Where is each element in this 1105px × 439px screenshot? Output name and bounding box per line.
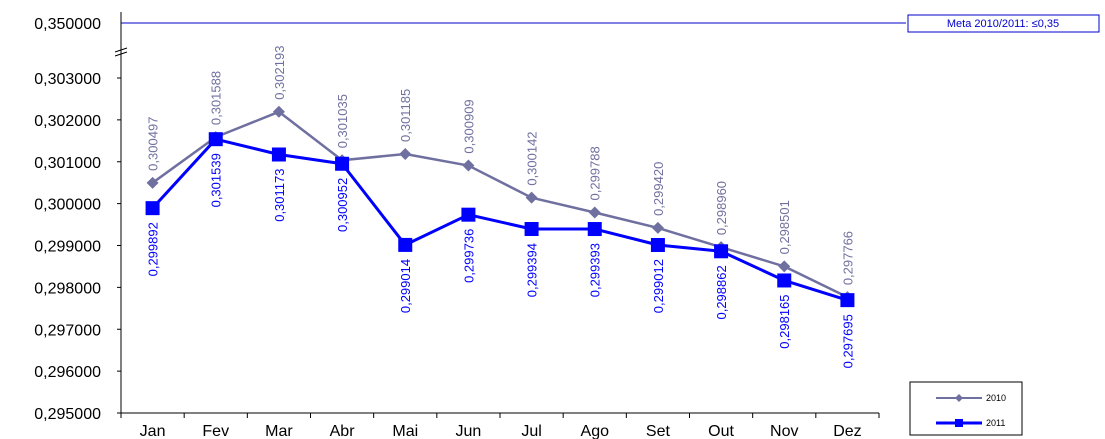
data-label-2011-out: 0,298862 (714, 265, 729, 319)
series-line-2011 (151, 137, 848, 302)
data-label-2011-ago: 0,299393 (588, 243, 603, 297)
x-tick-label-mar: Mar (265, 423, 293, 439)
data-label-2011-jul: 0,299394 (525, 243, 540, 297)
data-label-2011-abr: 0,300952 (335, 178, 350, 232)
data-point-2011-jul (524, 222, 539, 237)
data-point-2011-jan (145, 201, 160, 216)
series-group (145, 105, 855, 308)
data-label-2011-fev: 0,301539 (209, 153, 224, 207)
data-point-2010-mai (399, 148, 412, 161)
data-label-2010-mai: 0,301185 (398, 89, 413, 142)
data-point-2010-mar (272, 105, 285, 118)
x-tick-label-abr: Abr (330, 423, 356, 439)
target-label-box (907, 14, 1100, 33)
data-point-2011-mar (271, 147, 286, 162)
y-tick-label-target: 0,350000 (34, 16, 101, 33)
x-tick-label-mai: Mai (392, 423, 418, 439)
data-point-2010-set (651, 221, 664, 234)
data-point-2011-nov (777, 273, 792, 288)
data-point-2010-jul (525, 191, 538, 204)
y-tick-label: 0,297000 (34, 322, 101, 339)
axis-break-mark (114, 51, 128, 57)
x-tick-label-out: Out (708, 423, 734, 439)
data-label-2010-fev: 0,301588 (209, 71, 224, 125)
data-point-2010-nov (778, 260, 791, 273)
data-label-2010-jul: 0,300142 (525, 131, 540, 185)
data-label-2010-set: 0,299420 (651, 162, 666, 216)
x-tick-label-nov: Nov (770, 423, 798, 439)
target-label: Meta 2010/2011: ≤0,35 (947, 18, 1059, 30)
data-label-2010-abr: 0,301035 (335, 94, 350, 148)
y-tick-label: 0,302000 (34, 113, 101, 130)
series-line-2010 (151, 110, 848, 299)
data-point-2011-abr (335, 156, 350, 171)
data-label-2011-mar: 0,301173 (272, 169, 287, 222)
data-label-2010-ago: 0,299788 (588, 146, 603, 200)
x-tick-label-jan: Jan (140, 423, 166, 439)
x-tick-label-set: Set (646, 423, 671, 439)
data-label-2011-jun: 0,299736 (461, 229, 476, 283)
data-point-2011-ago (587, 222, 602, 237)
data-labels: 0,300497 0,301588 0,302193 0,301035 0,301185… (146, 46, 856, 369)
legend-label-2010: 2010 (986, 393, 1006, 403)
x-tick-label-jun: Jun (456, 423, 482, 439)
y-tick-label: 0,296000 (34, 364, 101, 381)
data-label-2010-nov: 0,298501 (777, 200, 792, 254)
data-label-2011-jan: 0,299892 (146, 222, 161, 276)
x-axis-ticks: Jan Fev Mar Abr Mai Jun Jul Ago Set Out Nov Dez (120, 413, 880, 439)
x-tick-label-dez: Dez (833, 423, 861, 439)
y-tick-label: 0,295000 (34, 406, 101, 423)
data-point-2011-mai (398, 237, 413, 252)
y-tick-label: 0,299000 (34, 239, 101, 256)
data-label-2010-mar: 0,302193 (272, 46, 287, 100)
legend-box (909, 381, 1023, 436)
y-tick-label: 0,301000 (34, 155, 101, 172)
axis-break-mark (114, 47, 128, 53)
data-label-2010-jan: 0,300497 (146, 117, 161, 171)
data-label-2011-nov: 0,298165 (777, 294, 792, 348)
data-point-2011-out (714, 244, 729, 259)
y-tick-label: 0,298000 (34, 280, 101, 297)
data-label-2010-out: 0,298960 (714, 181, 729, 235)
data-label-2011-dez: 0,297695 (840, 314, 855, 368)
x-tick-label-jul: Jul (521, 423, 541, 439)
legend-label-2011: 2011 (986, 418, 1005, 428)
legend: 2010 2011 (909, 381, 1023, 436)
data-point-2011-jun (461, 207, 476, 222)
data-point-2011-dez (840, 293, 855, 308)
data-label-2011-set: 0,299012 (651, 259, 666, 313)
data-point-2011-fev (208, 132, 223, 147)
x-tick-label-ago: Ago (581, 423, 610, 439)
data-point-2010-ago (588, 206, 601, 219)
data-label-2010-jun: 0,300909 (461, 99, 476, 153)
data-point-2010-jan (146, 176, 159, 189)
data-point-2010-jun (462, 159, 475, 172)
data-label-2011-mai: 0,299014 (398, 259, 413, 313)
data-point-2011-set (650, 237, 665, 252)
data-label-2010-dez: 0,297766 (840, 231, 855, 285)
x-tick-label-fev: Fev (202, 423, 229, 439)
y-tick-label: 0,303000 (34, 71, 101, 88)
legend-marker-2010 (955, 394, 963, 402)
y-axis-ticks: 0,295000 0,296000 0,297000 0,298000 0,299000… (34, 71, 121, 423)
y-tick-label: 0,300000 (34, 197, 101, 214)
legend-marker-2011 (955, 419, 963, 427)
